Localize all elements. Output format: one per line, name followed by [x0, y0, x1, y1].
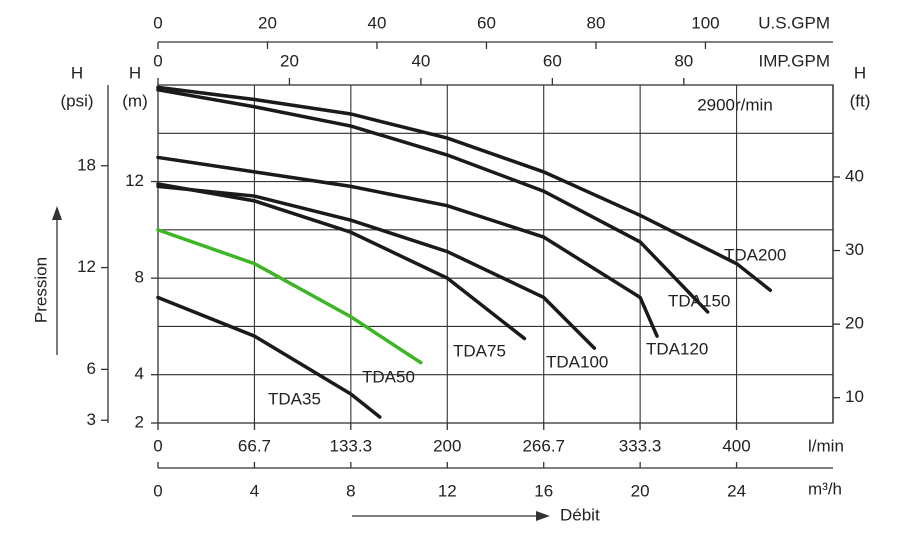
y2-tick-label: 6: [87, 359, 96, 378]
curve-label: TDA50: [362, 367, 415, 386]
y2-axis-title: H: [854, 63, 866, 82]
x2-tick-label: 266.7: [522, 436, 565, 455]
x2-tick-label: 40: [411, 51, 430, 70]
pump-curve: [156, 184, 597, 350]
pump-curve: [156, 182, 527, 341]
curve-label: TDA200: [724, 245, 786, 264]
x-tick-label: 16: [534, 481, 553, 500]
y-axis-unit: (m): [122, 91, 147, 110]
curve-label: TDA100: [546, 352, 608, 371]
y-axis-title: H: [129, 63, 141, 82]
y2-tick-label: 20: [845, 314, 864, 333]
pump-curve: [156, 85, 773, 292]
y2-tick-label: 30: [845, 240, 864, 259]
x2-axis-unit: IMP.GPM: [759, 51, 830, 70]
y-tick-label: 12: [125, 171, 144, 190]
y2-tick-label: 18: [77, 155, 96, 174]
x2-tick-label: 60: [543, 51, 562, 70]
x-tick-label: 12: [438, 481, 457, 500]
x-axis-label: Débit: [560, 505, 600, 524]
y-tick-label: 8: [135, 268, 144, 287]
pump-curve: [156, 155, 659, 338]
curve-label: TDA120: [646, 339, 708, 358]
y2-axis-title: H: [71, 63, 83, 82]
x2-tick-label: 400: [722, 436, 750, 455]
speed-note: 2900r/min: [697, 95, 773, 114]
curve-label: TDA35: [268, 389, 321, 408]
x2-tick-label: 100: [691, 13, 719, 32]
x2-tick-label: 133.3: [330, 436, 373, 455]
x-tick-label: 0: [153, 481, 162, 500]
x2-tick-label: 60: [477, 13, 496, 32]
y-tick-label: 2: [135, 412, 144, 431]
x2-axis-unit: U.S.GPM: [758, 13, 830, 32]
pump-curve: [156, 295, 382, 419]
y-tick-label: 4: [135, 364, 144, 383]
curve-label: TDA75: [453, 341, 506, 360]
x-tick-label: 24: [727, 481, 746, 500]
y2-tick-label: 40: [845, 166, 864, 185]
x2-tick-label: 0: [153, 51, 162, 70]
y2-axis-unit: (ft): [850, 91, 871, 110]
y-arrowhead: [52, 206, 62, 220]
y-axis-label: Pression: [31, 257, 50, 323]
y2-tick-label: 10: [845, 387, 864, 406]
x2-tick-label: 0: [153, 436, 162, 455]
x-tick-label: 4: [250, 481, 259, 500]
pump-curve: [156, 228, 423, 365]
x2-tick-label: 200: [433, 436, 461, 455]
x2-tick-label: 80: [586, 13, 605, 32]
y2-tick-label: 12: [77, 257, 96, 276]
x2-tick-label: 0: [153, 13, 162, 32]
y2-tick-label: 3: [87, 410, 96, 429]
x2-tick-label: 20: [280, 51, 299, 70]
x-tick-label: 20: [631, 481, 650, 500]
x-tick-label: 8: [346, 481, 355, 500]
x2-axis-unit: l/min: [808, 436, 844, 455]
x2-tick-label: 80: [674, 51, 693, 70]
x-axis-unit: m³/h: [808, 479, 842, 498]
pump-curve: [156, 88, 710, 314]
curve-label: TDA150: [668, 291, 730, 310]
x2-tick-label: 20: [258, 13, 277, 32]
x2-tick-label: 40: [368, 13, 387, 32]
x2-tick-label: 66.7: [238, 436, 271, 455]
y2-axis-unit: (psi): [60, 91, 93, 110]
x-arrowhead: [536, 511, 550, 521]
x2-tick-label: 333.3: [619, 436, 662, 455]
